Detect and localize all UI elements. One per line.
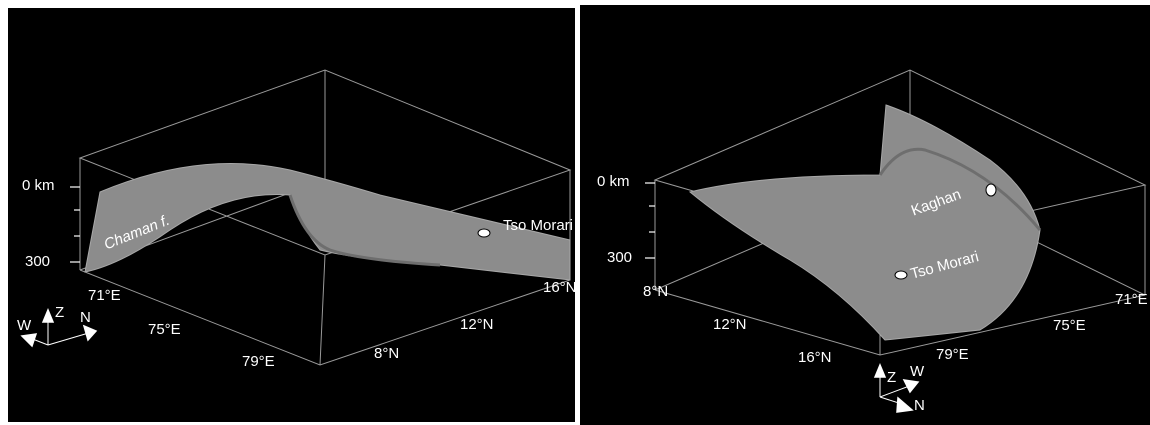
compass-label: N — [914, 397, 925, 414]
compass-label: W — [17, 317, 32, 334]
longitude-label: 75°E — [1053, 317, 1086, 334]
latitude-label: 12°N — [713, 316, 747, 333]
longitude-label: 79°E — [242, 353, 275, 370]
depth-label: 0 km — [597, 173, 630, 190]
right-panel: 0 km 300 8°N 12°N 16°N 79°E 75°E 71°E Ka… — [580, 5, 1150, 425]
site-marker — [478, 229, 490, 237]
depth-label: 300 — [607, 249, 632, 266]
latitude-label: 16°N — [543, 279, 577, 296]
depth-label: 0 km — [22, 177, 55, 194]
compass-label: N — [80, 309, 91, 326]
longitude-label: 71°E — [88, 287, 121, 304]
longitude-label: 71°E — [1115, 291, 1148, 308]
depth-label: 300 — [25, 253, 50, 270]
latitude-label: 16°N — [798, 349, 832, 366]
latitude-label: 12°N — [460, 316, 494, 333]
panel-background — [8, 8, 575, 422]
left-panel: 0 km 300 71°E 75°E 79°E 8°N 12°N 16°N Ch… — [8, 8, 577, 422]
compass-label: Z — [55, 304, 64, 321]
compass-label: W — [910, 363, 925, 380]
figure: 0 km 300 71°E 75°E 79°E 8°N 12°N 16°N Ch… — [0, 0, 1150, 425]
site-marker — [986, 184, 996, 196]
site-marker — [895, 271, 907, 279]
compass-label: Z — [887, 369, 896, 386]
latitude-label: 8°N — [374, 345, 399, 362]
longitude-label: 75°E — [148, 321, 181, 338]
longitude-label: 79°E — [936, 346, 969, 363]
latitude-label: 8°N — [643, 283, 668, 300]
site-label: Tso Morari — [503, 217, 573, 234]
